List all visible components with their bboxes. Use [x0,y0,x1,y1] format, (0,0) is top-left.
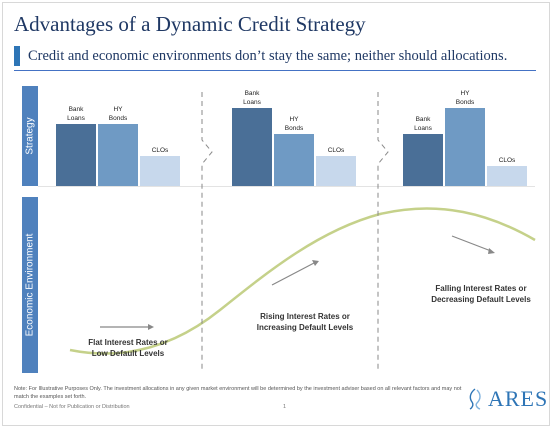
category-label-panel1-0: Bank Loans [67,106,85,122]
economic-environment-side-label: Economic Environment [22,197,38,373]
strategy-baseline [38,186,535,187]
category-label-panel2-0: Bank Loans [243,90,261,106]
bar-panel2-clos [316,156,356,186]
bar-panel1-hy-bonds [98,124,138,186]
category-label-panel3-2: CLOs [499,157,516,164]
env-falling-line-2: Decreasing Default Levels [431,295,531,304]
ares-logo: ARES [466,386,548,412]
bar-panel1-clos [140,156,180,186]
panel-divider-1 [201,92,213,372]
bar-panel3-hy-bonds [445,108,485,186]
environment-label-rising: Rising Interest Rates or Increasing Defa… [240,311,370,333]
confidential-notice: Confidential – Not for Publication or Di… [14,404,130,410]
ares-logo-icon [469,388,481,410]
category-label-panel2-2: CLOs [328,147,345,154]
env-rising-line-1: Rising Interest Rates or [260,312,350,321]
panel-divider-2 [377,92,389,372]
page-title: Advantages of a Dynamic Credit Strategy [14,12,366,36]
category-label-panel3-0: Bank Loans [414,116,432,132]
ares-logo-text: ARES [488,386,549,411]
category-label-panel3-1: HY Bonds [456,90,475,106]
strategy-side-label: Strategy [22,86,38,186]
environment-label-flat: Flat Interest Rates or Low Default Level… [68,337,188,359]
bar-panel1-bank-loans [56,124,96,186]
env-flat-line-2: Low Default Levels [91,349,165,358]
trend-arrow-falling [451,235,495,254]
env-flat-line-1: Flat Interest Rates or [88,338,168,347]
env-rising-line-2: Increasing Default Levels [256,323,354,332]
category-label-panel1-2: CLOs [152,147,169,154]
environment-label-falling: Falling Interest Rates or Decreasing Def… [416,283,546,305]
bar-panel3-bank-loans [403,134,443,186]
trend-arrow-rising [271,260,319,286]
economic-cycle-curve [69,207,536,355]
category-label-panel1-1: HY Bonds [109,106,128,122]
bar-panel3-clos [487,166,527,186]
page-number: 1 [283,404,287,410]
bar-panel2-bank-loans [232,108,272,186]
subtitle-accent-bar [14,46,20,66]
slide-frame [2,2,550,426]
footnote: Note: For Illustrative Purposes Only. Th… [14,386,462,400]
env-falling-line-1: Falling Interest Rates or [435,284,527,293]
trend-arrow-flat [100,324,154,330]
bar-panel2-hy-bonds [274,134,314,186]
subtitle-underline [14,70,536,71]
page-subtitle: Credit and economic environments don’t s… [28,48,508,64]
category-label-panel2-1: HY Bonds [285,116,304,132]
